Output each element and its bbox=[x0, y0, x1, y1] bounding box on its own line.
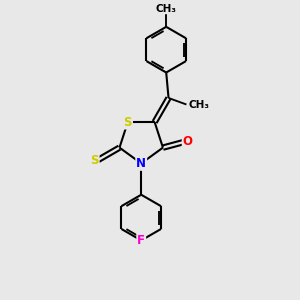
Text: S: S bbox=[90, 154, 99, 166]
Text: O: O bbox=[183, 135, 193, 148]
Text: CH₃: CH₃ bbox=[189, 100, 210, 110]
Text: F: F bbox=[137, 234, 145, 247]
Text: S: S bbox=[124, 116, 132, 129]
Text: N: N bbox=[136, 157, 146, 170]
Text: CH₃: CH₃ bbox=[156, 4, 177, 14]
